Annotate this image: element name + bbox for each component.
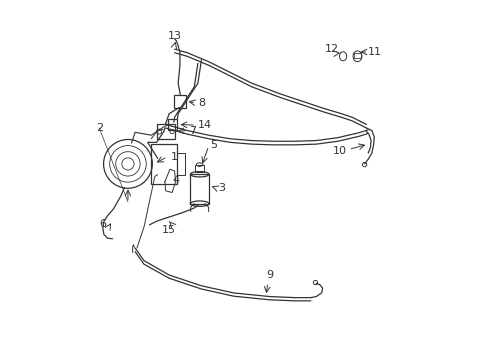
Text: 11: 11 bbox=[367, 46, 382, 57]
Bar bbox=[177, 153, 184, 175]
Bar bbox=[195, 165, 203, 172]
Bar bbox=[168, 119, 177, 130]
Text: 5: 5 bbox=[210, 140, 217, 150]
Text: 9: 9 bbox=[265, 270, 273, 280]
Text: 6: 6 bbox=[99, 219, 106, 229]
Text: 8: 8 bbox=[198, 98, 204, 108]
Text: 4: 4 bbox=[172, 175, 180, 185]
Bar bbox=[156, 124, 174, 139]
Bar bbox=[190, 174, 208, 204]
Bar bbox=[150, 144, 177, 184]
Bar bbox=[353, 53, 360, 58]
Text: 2: 2 bbox=[96, 123, 102, 133]
Text: 3: 3 bbox=[218, 183, 225, 193]
Text: 12: 12 bbox=[325, 44, 339, 54]
Text: 15: 15 bbox=[162, 225, 176, 235]
Text: 13: 13 bbox=[167, 31, 181, 41]
Bar bbox=[174, 95, 185, 108]
Text: 14: 14 bbox=[198, 121, 212, 130]
Text: 7: 7 bbox=[188, 126, 196, 135]
Text: 10: 10 bbox=[332, 145, 346, 156]
Text: 1: 1 bbox=[171, 152, 178, 162]
